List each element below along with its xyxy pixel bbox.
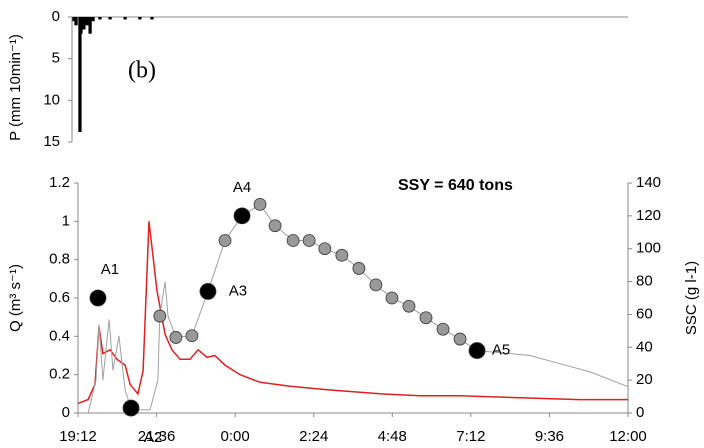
data-point [233, 207, 251, 225]
bar [72, 17, 76, 22]
y-tick-label: 15 [43, 133, 60, 150]
bar [98, 17, 102, 20]
x-tick-label: 21:36 [138, 428, 176, 445]
y-tick-label: 0.2 [49, 366, 70, 383]
bar [85, 17, 89, 26]
y-tick-label: 10 [43, 91, 60, 108]
bar [74, 17, 78, 26]
data-point [185, 329, 199, 343]
data-point [268, 219, 282, 233]
data-point [419, 311, 433, 325]
bar [138, 17, 142, 20]
bar [79, 17, 83, 34]
y-axis-label: Q (m³ s⁻¹) [7, 264, 24, 332]
data-point [436, 322, 450, 336]
y2-tick-label: 100 [636, 240, 661, 257]
annotation: SSY = 640 tons [398, 177, 513, 194]
x-tick-label: 4:48 [378, 428, 407, 445]
y-tick-label: 0 [62, 404, 70, 421]
y2-tick-label: 40 [636, 338, 653, 355]
y2-tick-label: 140 [636, 174, 661, 191]
data-point [286, 234, 300, 247]
data-point [335, 248, 349, 262]
y2-axis-label: SSC (g l-1) [683, 261, 700, 335]
y-tick-label: 1 [62, 212, 70, 229]
y-tick-label: 1.2 [49, 174, 70, 191]
data-point [468, 342, 486, 359]
y2-tick-label: 80 [636, 273, 653, 290]
x-tick-label: 19:12 [59, 428, 97, 445]
data-point [218, 234, 232, 247]
data-point [253, 197, 267, 211]
data-point [122, 399, 140, 417]
y2-tick-label: 0 [636, 404, 644, 421]
bar [82, 17, 86, 30]
data-point [369, 278, 383, 292]
x-tick-label: 0:00 [221, 428, 250, 445]
x-tick-label: 2:24 [299, 428, 328, 445]
y-tick-label: 5 [52, 50, 60, 67]
y-tick-label: 0.6 [49, 289, 70, 306]
y-axis-label: P (mm 10min⁻¹) [7, 34, 24, 141]
bar [150, 17, 154, 20]
y-tick-label: 0.4 [49, 327, 70, 344]
point-label: A2 [144, 429, 162, 446]
panel-label: (b) [128, 58, 156, 84]
data-point [89, 289, 107, 307]
x-tick-label: 7:12 [456, 428, 485, 445]
bar [78, 17, 82, 132]
point-label: A5 [492, 342, 510, 359]
bar [108, 17, 112, 20]
x-tick-label: 9:36 [535, 428, 564, 445]
data-point [402, 299, 416, 313]
bar [91, 17, 95, 22]
y2-tick-label: 60 [636, 305, 653, 322]
y2-tick-label: 120 [636, 207, 661, 224]
point-label: A4 [233, 179, 251, 196]
data-point [199, 283, 217, 300]
point-label: A1 [101, 261, 119, 278]
data-point [453, 332, 467, 346]
data-point [302, 234, 316, 247]
data-point [318, 242, 332, 256]
y2-tick-label: 20 [636, 371, 653, 388]
data-line [87, 203, 629, 414]
point-label: A3 [229, 282, 247, 299]
data-line [77, 221, 628, 405]
data-point [169, 331, 183, 344]
data-point [352, 262, 366, 275]
data-point [153, 309, 167, 323]
bar [123, 17, 127, 20]
x-tick-label: 12:00 [609, 428, 647, 445]
y-tick-label: 0.8 [49, 251, 70, 268]
data-point [385, 291, 399, 305]
bar [88, 17, 92, 34]
y-tick-label: 0 [52, 8, 60, 25]
